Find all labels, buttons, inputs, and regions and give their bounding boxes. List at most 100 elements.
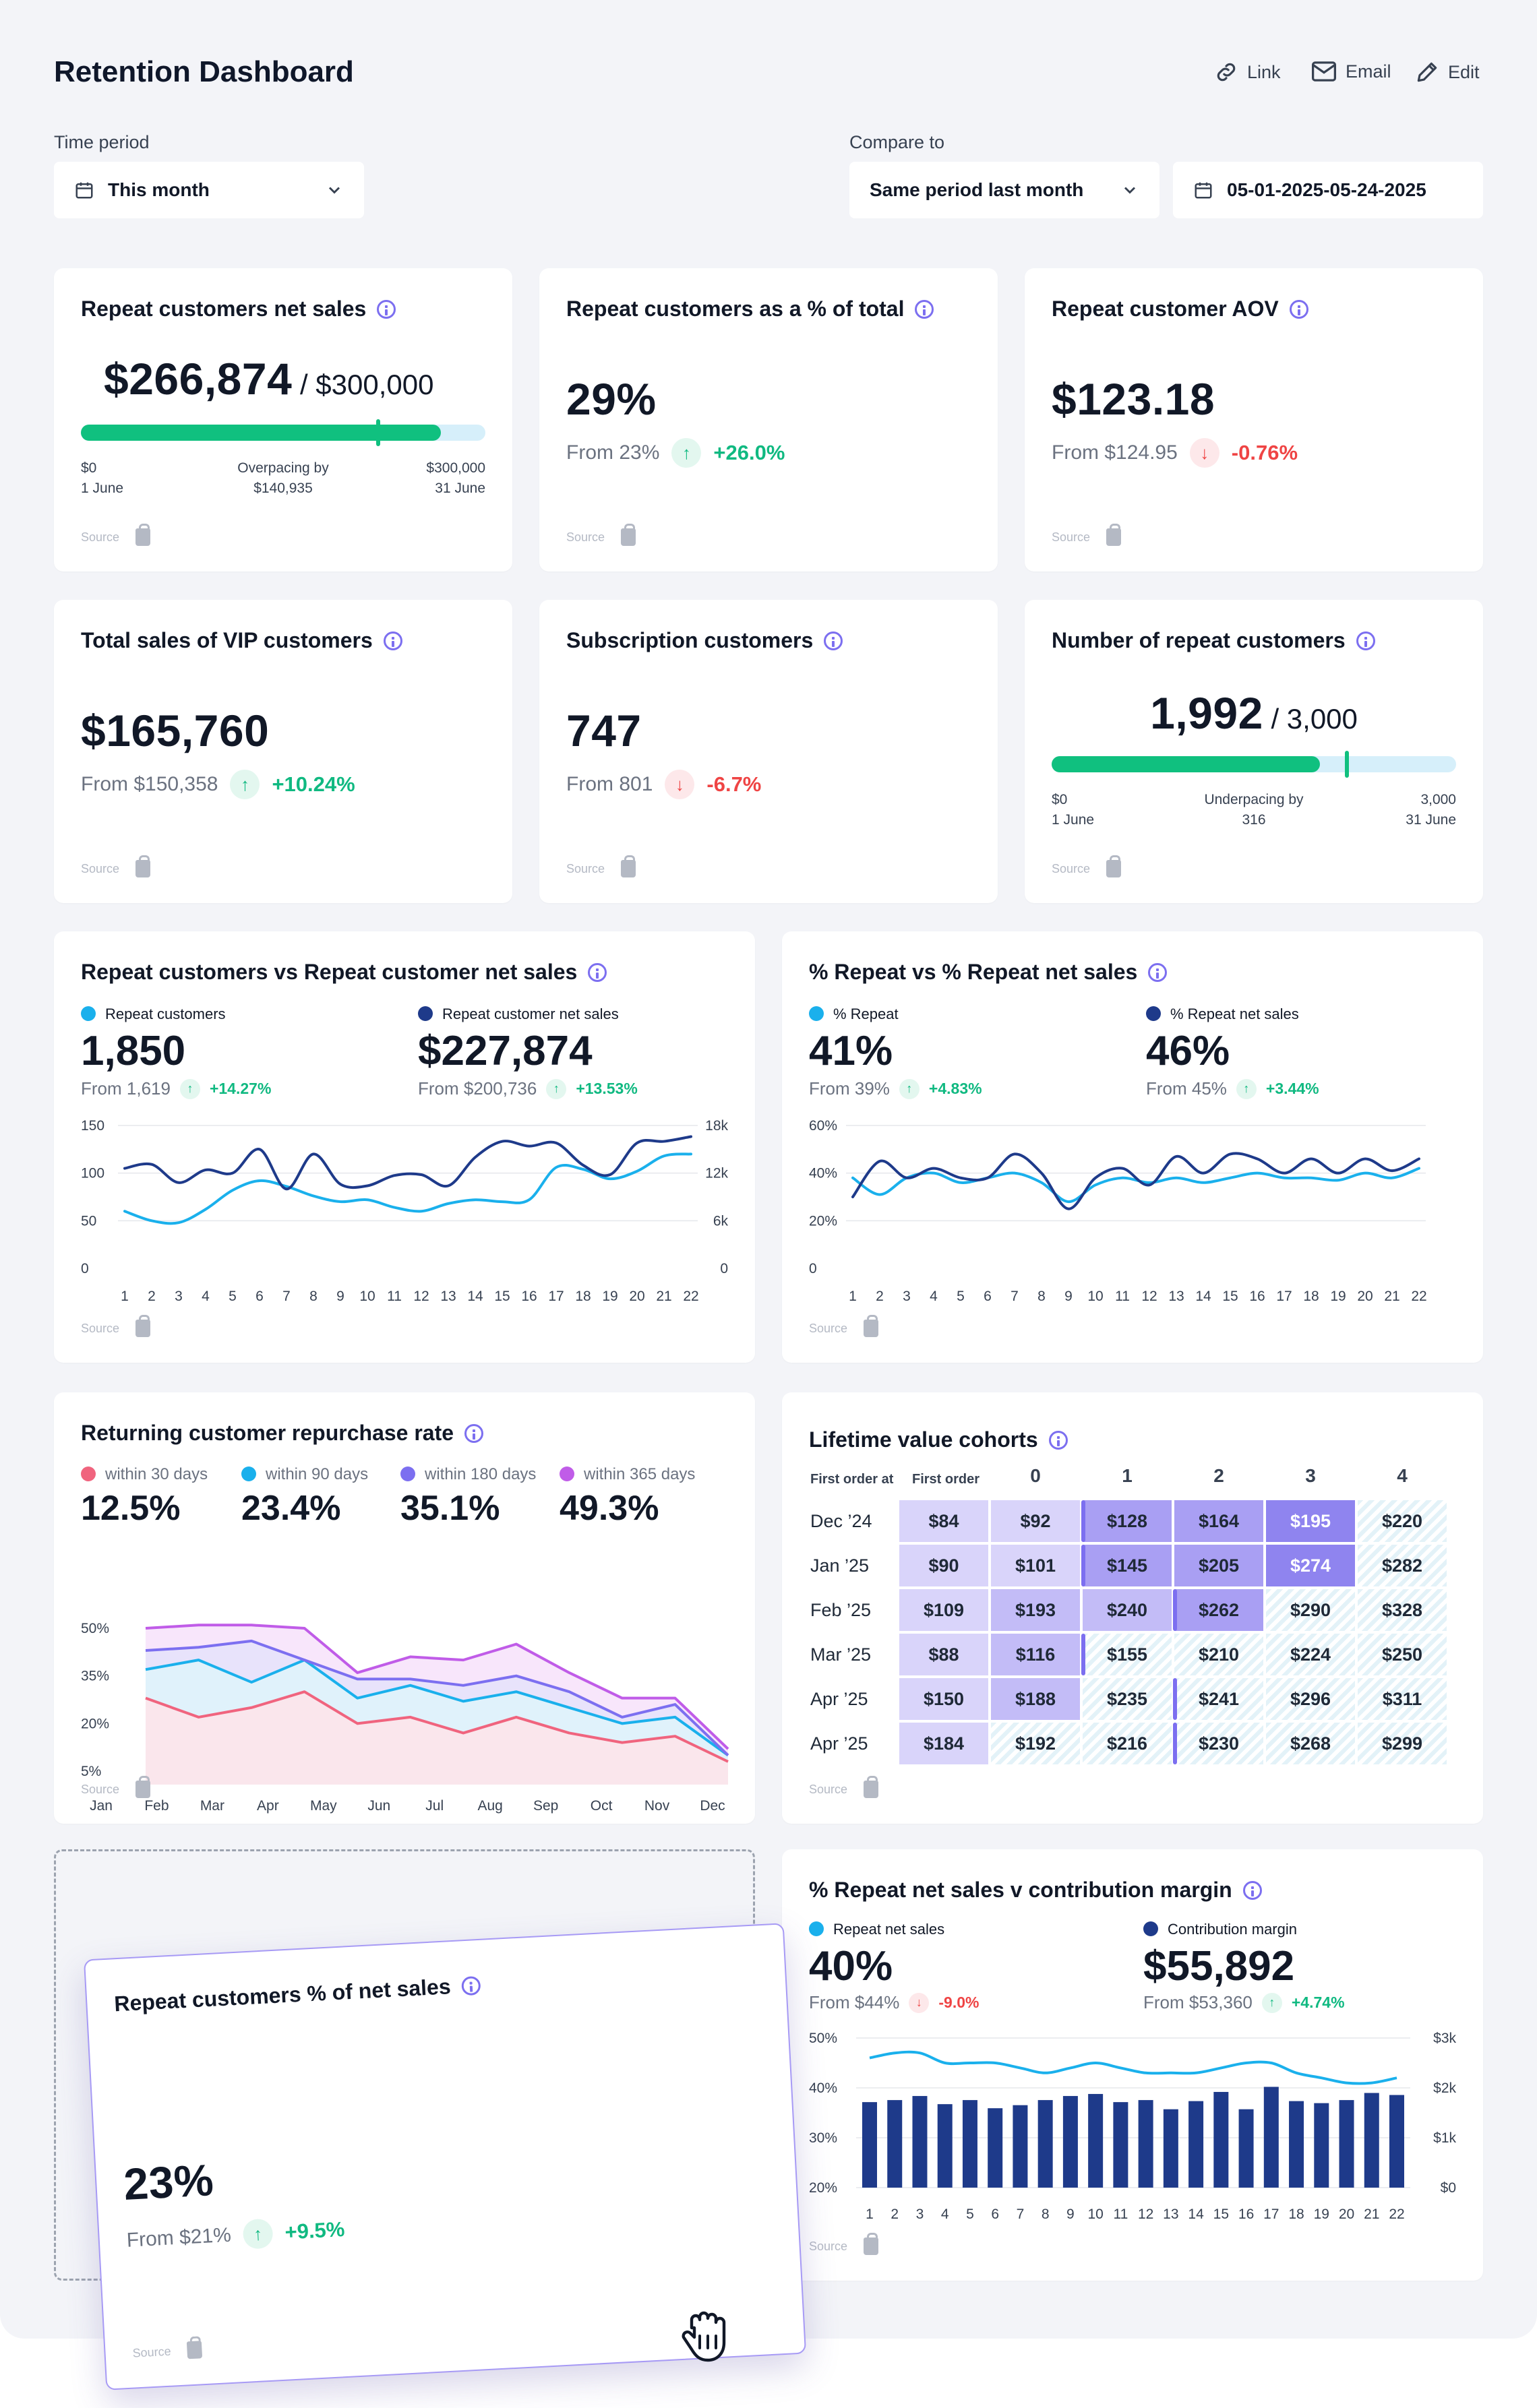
cohort-cell[interactable]: $109 — [899, 1589, 988, 1631]
repeat-net-sales-card[interactable]: Repeat customers net sales $266,874 / $3… — [54, 268, 512, 572]
card-title: Lifetime value cohorts — [809, 1427, 1068, 1452]
info-icon[interactable] — [377, 299, 396, 319]
cohort-cell[interactable]: $193 — [991, 1589, 1080, 1631]
source-link[interactable]: Source — [1052, 855, 1122, 877]
source-link[interactable]: Source — [81, 855, 151, 877]
legend-swatch — [81, 1006, 96, 1021]
cohort-cell[interactable]: $241 — [1174, 1678, 1263, 1720]
pct-repeat-chart[interactable]: 020%40%60%1 2 3 4 5 6 7 8 9 10 11 12 13 14 15 16 17 18 19 2… — [782, 1107, 1483, 1322]
x-tick-label: 12 — [1141, 1289, 1157, 1304]
cohort-cell[interactable]: $195 — [1266, 1500, 1355, 1542]
subscription-card[interactable]: Subscription customers 747 From 801 ↓ -6.7… — [539, 600, 998, 903]
pace-status: Underpacing by 316 — [1204, 792, 1304, 828]
cohort-cell[interactable]: $262 — [1174, 1589, 1263, 1631]
cohort-cell[interactable]: $250 — [1358, 1634, 1447, 1675]
repeat-aov-card[interactable]: Repeat customer AOV $123.18 From $124.95… — [1025, 268, 1483, 572]
info-icon[interactable] — [1148, 962, 1168, 982]
cohort-cell[interactable]: $274 — [1266, 1545, 1355, 1586]
email-button[interactable]: Email — [1310, 59, 1391, 84]
date-range-picker[interactable]: 05-01-2025-05-24-2025 — [1173, 162, 1483, 218]
legend-item: Repeat customer net sales — [418, 1006, 619, 1023]
cohort-cell[interactable]: $150 — [899, 1678, 988, 1720]
cohort-cell[interactable]: $282 — [1358, 1545, 1447, 1586]
cohort-cell[interactable]: $164 — [1174, 1500, 1263, 1542]
cohort-cell[interactable]: $240 — [1083, 1589, 1172, 1631]
x-tick-label: 14 — [1195, 1289, 1211, 1304]
contribution-bar — [862, 2102, 877, 2188]
source-link[interactable]: Source — [1052, 524, 1122, 546]
cohorts-card[interactable]: Lifetime value cohorts First order at Fi… — [782, 1392, 1483, 1824]
series-line-within-180-days — [145, 1639, 729, 1756]
cohort-cell[interactable]: $328 — [1358, 1589, 1447, 1631]
cohort-cell[interactable]: $128 — [1083, 1500, 1172, 1542]
info-icon[interactable] — [464, 1423, 484, 1443]
info-icon[interactable] — [1048, 1430, 1068, 1450]
cohort-cell[interactable]: $296 — [1266, 1678, 1355, 1720]
x-tick-label: 7 — [1011, 1289, 1019, 1304]
x-tick-label: 4 — [941, 2206, 949, 2222]
pct-repeat-card[interactable]: % Repeat vs % Repeat net sales % Repeat … — [782, 931, 1483, 1363]
cohort-cell[interactable]: $145 — [1083, 1545, 1172, 1586]
source-link[interactable]: Source — [81, 1315, 151, 1337]
num-repeat-card[interactable]: Number of repeat customers 1,992 / 3,000… — [1025, 600, 1483, 903]
info-icon[interactable] — [1242, 1880, 1262, 1900]
link-button[interactable]: Link — [1213, 59, 1281, 85]
cohort-cell[interactable]: $290 — [1266, 1589, 1355, 1631]
info-icon[interactable] — [824, 631, 843, 650]
cohort-cell[interactable]: $205 — [1174, 1545, 1263, 1586]
edit-button[interactable]: Edit — [1414, 59, 1480, 85]
cohort-cell[interactable]: $84 — [899, 1500, 988, 1542]
source-link[interactable]: Source — [809, 1315, 879, 1337]
time-period-select[interactable]: This month — [54, 162, 364, 218]
source-link[interactable]: Source — [81, 524, 151, 546]
info-icon[interactable] — [460, 1975, 481, 1996]
cohort-cell[interactable]: $224 — [1266, 1634, 1355, 1675]
source-link[interactable]: Source — [566, 524, 636, 546]
cohort-cell[interactable]: $116 — [991, 1634, 1080, 1675]
cohort-cell[interactable]: $220 — [1358, 1500, 1447, 1542]
cohort-cell[interactable]: $92 — [991, 1500, 1080, 1542]
cohort-cell[interactable]: $101 — [991, 1545, 1080, 1586]
vip-sales-card[interactable]: Total sales of VIP customers $165,760 Fr… — [54, 600, 512, 903]
repeat-pct-total-card[interactable]: Repeat customers as a % of total 29% Fro… — [539, 268, 998, 572]
cohort-cell[interactable]: $88 — [899, 1634, 988, 1675]
source-link[interactable]: Source — [81, 1776, 151, 1798]
cohort-cell[interactable]: $235 — [1083, 1678, 1172, 1720]
cohort-cell[interactable]: $184 — [899, 1723, 988, 1764]
info-icon[interactable] — [915, 299, 934, 319]
info-icon[interactable] — [383, 631, 402, 650]
source-link[interactable]: Source — [809, 2233, 879, 2255]
repeat-vs-sales-card[interactable]: Repeat customers vs Repeat customer net … — [54, 931, 755, 1363]
y-tick-label: 150 — [81, 1118, 104, 1134]
cohort-cell[interactable]: $311 — [1358, 1678, 1447, 1720]
cohort-cell[interactable]: $188 — [991, 1678, 1080, 1720]
info-icon[interactable] — [1289, 299, 1308, 319]
compare-select[interactable]: Same period last month — [849, 162, 1159, 218]
cohort-cell[interactable]: $299 — [1358, 1723, 1447, 1764]
kpi-value: $123.18 — [1052, 374, 1215, 424]
contribution-card[interactable]: % Repeat net sales v contribution margin… — [782, 1849, 1483, 2281]
chevron-down-icon — [1124, 187, 1136, 194]
source-link[interactable]: Source — [566, 855, 636, 877]
cohort-cell[interactable]: $230 — [1174, 1723, 1263, 1764]
arrow-up-icon: ↑ — [899, 1078, 920, 1099]
repurchase-value: 12.5% — [81, 1489, 181, 1528]
cohort-column-header: 4 — [1397, 1465, 1408, 1486]
source-link[interactable]: Source — [132, 2341, 203, 2361]
cohort-cell[interactable]: $192 — [991, 1723, 1080, 1764]
repurchase-card[interactable]: Returning customer repurchase rate withi… — [54, 1392, 755, 1824]
repurchase-chart[interactable]: 5% 20% 35% 50% Jan Feb Mar Apr May Jun Jul Aug Sep Oc… — [54, 1561, 755, 1817]
info-icon[interactable] — [588, 962, 607, 982]
cohort-cell[interactable]: $210 — [1174, 1634, 1263, 1675]
cohort-cell[interactable]: $216 — [1083, 1723, 1172, 1764]
arrow-up-icon: ↑ — [242, 2218, 274, 2250]
cohort-cell[interactable]: $268 — [1266, 1723, 1355, 1764]
y-tick-label: 5% — [81, 1764, 101, 1779]
cohort-column-header: 2 — [1213, 1465, 1224, 1486]
cohort-cell[interactable]: $155 — [1083, 1634, 1172, 1675]
source-link[interactable]: Source — [809, 1776, 879, 1798]
info-icon[interactable] — [1356, 631, 1375, 650]
cohort-cell[interactable]: $90 — [899, 1545, 988, 1586]
